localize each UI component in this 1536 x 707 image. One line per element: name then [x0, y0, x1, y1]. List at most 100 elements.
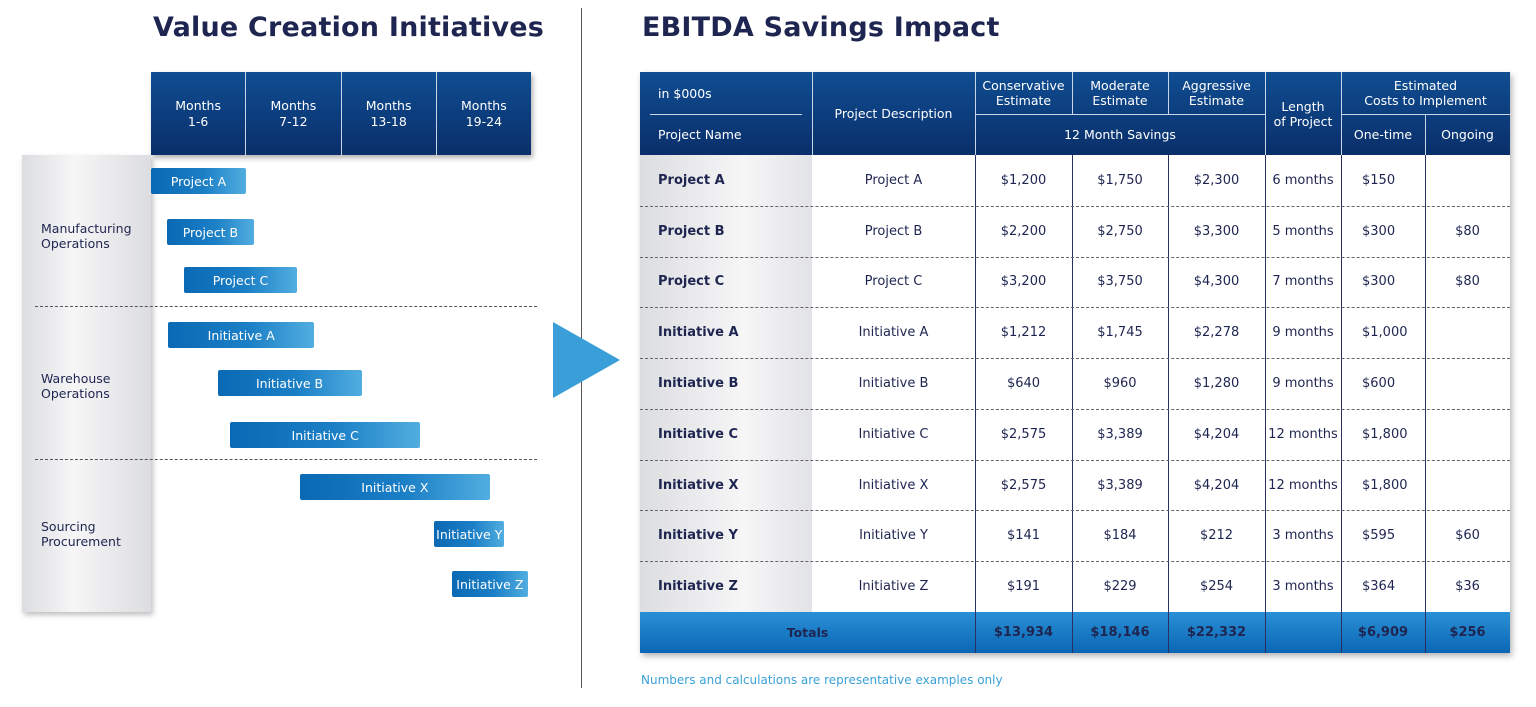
- table-cell: Project A: [864, 172, 923, 188]
- group-divider: [35, 459, 537, 460]
- row-divider: [640, 408, 1510, 410]
- table-cell: Initiative X: [858, 477, 929, 493]
- gantt-title: Value Creation Initiatives: [153, 12, 545, 43]
- table-cell: Project C: [864, 274, 923, 290]
- table-cell: $212: [1199, 528, 1234, 544]
- header-ongoing: Ongoing: [1441, 127, 1494, 142]
- month-column: Months 19-24: [461, 97, 507, 129]
- table-cell: 3 months: [1272, 528, 1334, 544]
- table-cell: Initiative Y: [859, 528, 928, 544]
- gantt-bar: Initiative Z: [451, 571, 528, 597]
- month-column: Months 13-18: [342, 72, 437, 155]
- table-cell: $80: [1455, 274, 1480, 290]
- gantt-bar: Project C: [184, 267, 297, 293]
- table-cell: $3,200: [1000, 274, 1047, 290]
- table-cell: $1,212: [1000, 325, 1047, 341]
- table-cell: $640: [1006, 375, 1041, 391]
- savings-table: in $000s Project Name Project Descriptio…: [640, 72, 1510, 653]
- table-cell: $1,745: [1097, 325, 1143, 341]
- project-name-cell: Initiative Z: [658, 579, 738, 595]
- table-cell: [1425, 409, 1510, 460]
- row-divider: [640, 205, 1510, 207]
- total-value: [1265, 612, 1341, 653]
- table-cell: $191: [1006, 579, 1041, 595]
- units-label: in $000s: [658, 85, 712, 101]
- table-cell: 7 months: [1272, 274, 1334, 290]
- table-cell: 12 months: [1268, 477, 1338, 493]
- row-divider: [640, 510, 1510, 512]
- gantt-bar: Initiative C: [230, 422, 421, 448]
- table-cell: $150: [1362, 172, 1396, 188]
- row-divider: [640, 307, 1510, 309]
- table-cell: $960: [1103, 375, 1137, 391]
- project-name-cell: Initiative A: [658, 325, 739, 341]
- table-title: EBITDA Savings Impact: [642, 12, 1000, 43]
- table-cell: $2,200: [1000, 223, 1047, 239]
- table-header: in $000s Project Name Project Descriptio…: [640, 72, 1510, 155]
- totals-label: Totals: [786, 625, 829, 640]
- arrow-right-icon: [553, 322, 620, 398]
- project-name-cell: Project C: [658, 274, 725, 290]
- group-band: [22, 155, 151, 612]
- table-cell: $2,300: [1193, 172, 1240, 188]
- table-cell: $3,389: [1097, 426, 1143, 442]
- total-value: $18,146: [1090, 625, 1150, 640]
- gantt-bar: Initiative A: [168, 322, 315, 348]
- project-name-cell: Initiative Y: [658, 528, 738, 544]
- header-project-description: Project Description: [834, 106, 953, 121]
- table-cell: $2,575: [1000, 477, 1047, 493]
- gantt-bar: Project A: [151, 168, 246, 194]
- header-one-time: One-time: [1353, 127, 1413, 142]
- header-costs: Estimated Costs to Implement: [1364, 78, 1487, 108]
- gantt-month-header: Months 1-6 Months 7-12 Months 13-18 Mont…: [151, 72, 531, 155]
- table-cell: $2,575: [1000, 426, 1047, 442]
- gantt-bar: Initiative B: [217, 370, 362, 396]
- table-cell: $3,300: [1193, 223, 1240, 239]
- gantt-bar: Initiative X: [299, 474, 490, 500]
- row-divider: [640, 358, 1510, 360]
- table-cell: $2,278: [1193, 325, 1240, 341]
- project-name-cell: Initiative X: [658, 477, 739, 493]
- table-cell: $364: [1362, 579, 1396, 595]
- gantt-bar: Project B: [166, 219, 254, 245]
- table-cell: $1,750: [1097, 172, 1143, 188]
- table-cell: Initiative A: [858, 325, 929, 341]
- header-aggressive: Aggressive Estimate: [1182, 78, 1251, 108]
- group-label: Manufacturing Operations: [41, 221, 132, 251]
- table-cell: [1425, 307, 1510, 358]
- table-cell: [1425, 460, 1510, 511]
- table-cell: $60: [1455, 528, 1480, 544]
- total-value: $22,332: [1186, 625, 1247, 640]
- table-cell: $595: [1362, 528, 1396, 544]
- table-cell: 9 months: [1272, 375, 1334, 391]
- table-cell: 3 months: [1272, 579, 1334, 595]
- table-cell: $141: [1006, 528, 1041, 544]
- totals-row: Totals $13,934 $18,146 $22,332 $6,909 $256: [640, 612, 1510, 653]
- table-cell: $80: [1455, 223, 1480, 239]
- row-divider: [640, 256, 1510, 258]
- header-length: Length of Project: [1273, 98, 1333, 129]
- table-cell: $1,280: [1193, 375, 1240, 391]
- table-cell: $1,800: [1362, 426, 1408, 442]
- table-cell: $4,204: [1193, 477, 1240, 493]
- table-cell: 6 months: [1272, 172, 1334, 188]
- table-cell: $300: [1362, 274, 1396, 290]
- header-conservative: Conservative Estimate: [982, 78, 1065, 108]
- table-cell: $4,204: [1193, 426, 1240, 442]
- month-column: Months 1-6: [151, 72, 247, 155]
- table-cell: $3,389: [1097, 477, 1143, 493]
- table-cell: $600: [1362, 375, 1396, 391]
- project-name-cell: Project A: [658, 172, 725, 188]
- header-project-name: Project Name: [658, 127, 742, 142]
- table-cell: Initiative C: [858, 426, 929, 442]
- header-moderate: Moderate Estimate: [1090, 78, 1150, 108]
- table-cell: Initiative B: [858, 375, 929, 391]
- table-cell: 5 months: [1272, 223, 1334, 239]
- table-cell: $1,800: [1362, 477, 1408, 493]
- table-cell: $2,750: [1097, 223, 1143, 239]
- footnote: Numbers and calculations are representat…: [641, 673, 1003, 687]
- table-cell: $184: [1103, 528, 1137, 544]
- table-cell: $254: [1199, 579, 1234, 595]
- table-cell: $3,750: [1097, 274, 1143, 290]
- table-body: Project A Project A $1,200 $1,750 $2,300 6 mo…: [640, 155, 1510, 612]
